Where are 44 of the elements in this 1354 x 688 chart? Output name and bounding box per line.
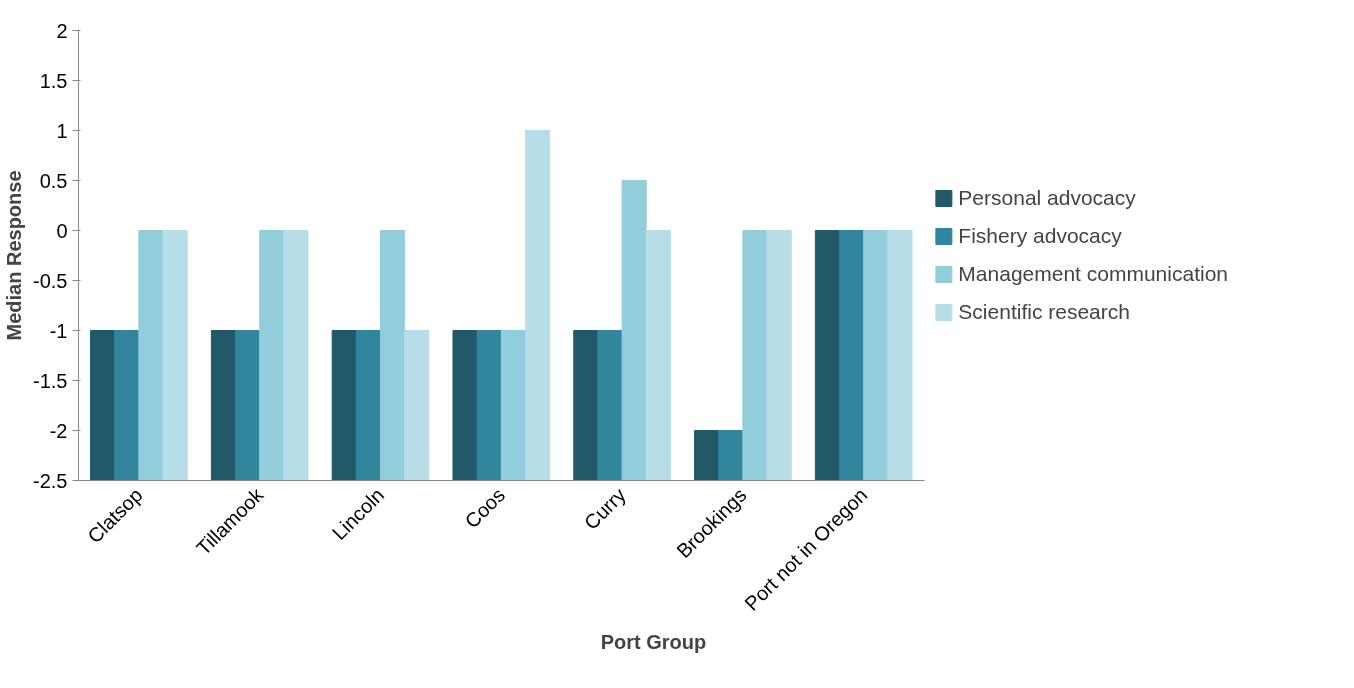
- y-tick-label: -1.5: [33, 369, 68, 392]
- bar: [90, 330, 116, 481]
- bar: [476, 330, 502, 481]
- y-tick-label: -0.5: [33, 269, 68, 292]
- bar: [355, 330, 381, 481]
- bar: [162, 230, 188, 481]
- bar: [863, 230, 889, 481]
- bar: [573, 330, 599, 481]
- bar: [500, 330, 526, 481]
- bar: [452, 330, 478, 481]
- y-tick-label: 1.5: [39, 69, 68, 92]
- bar: [235, 330, 261, 481]
- legend-label: Fishery advocacy: [958, 224, 1122, 248]
- bar: [645, 230, 671, 481]
- bar: [404, 330, 430, 481]
- y-tick-label: -2: [49, 419, 68, 442]
- bar: [621, 180, 647, 481]
- bar: [114, 330, 140, 481]
- y-tick-label: -1: [49, 319, 68, 342]
- bar: [887, 230, 913, 481]
- bar: [380, 230, 406, 481]
- y-tick-label: 1: [56, 119, 68, 142]
- y-tick-label: -2.5: [33, 469, 68, 492]
- bar: [210, 330, 237, 481]
- bar: [839, 230, 865, 481]
- bar: [814, 230, 841, 481]
- bar: [718, 430, 744, 481]
- y-tick-label: 2: [56, 19, 68, 42]
- y-axis-title: Median Response: [3, 170, 26, 341]
- bar: [597, 330, 623, 481]
- legend-label: Management communication: [958, 262, 1228, 286]
- legend-label: Scientific research: [958, 300, 1130, 324]
- y-tick-label: 0.5: [39, 169, 68, 192]
- bar: [259, 230, 285, 481]
- bar: [138, 230, 164, 481]
- y-tick-label: 0: [56, 219, 68, 242]
- bar: [283, 230, 309, 481]
- bar: [742, 230, 768, 481]
- bar: [524, 130, 551, 481]
- bar: [331, 330, 357, 481]
- bar: [766, 230, 792, 481]
- legend-label: Personal advocacy: [958, 186, 1136, 210]
- x-axis-title: Port Group: [600, 630, 707, 653]
- bar: [694, 430, 720, 481]
